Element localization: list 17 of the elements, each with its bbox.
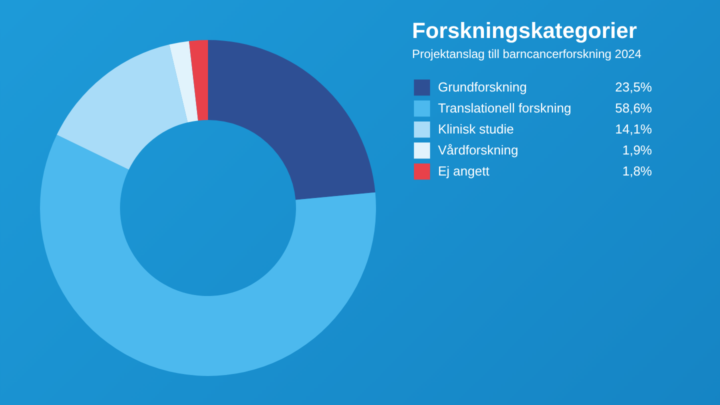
donut-slice bbox=[208, 40, 376, 200]
donut-slice bbox=[40, 134, 376, 376]
legend-label: Translationell forskning bbox=[438, 100, 572, 116]
data-label: 1,9% bbox=[622, 142, 652, 158]
data-label: 14,1% bbox=[615, 122, 652, 136]
donut-slice bbox=[189, 40, 208, 121]
data-label: 23,5% bbox=[615, 80, 652, 94]
legend-label: Grundforskning bbox=[438, 80, 527, 94]
donut-slice bbox=[56, 44, 188, 170]
legend-label: Klinisk studie bbox=[438, 122, 514, 136]
donut-slice bbox=[169, 41, 198, 122]
legend-label: Ej angett bbox=[438, 164, 490, 178]
text: Projektanslag till barncancerforskning 2024 bbox=[412, 47, 642, 61]
legend-label: Vårdforskning bbox=[438, 142, 518, 158]
data-label: 58,6% bbox=[615, 100, 652, 116]
chart-title: Forskningskategorier bbox=[412, 18, 638, 43]
data-label: 1,8% bbox=[622, 164, 652, 178]
